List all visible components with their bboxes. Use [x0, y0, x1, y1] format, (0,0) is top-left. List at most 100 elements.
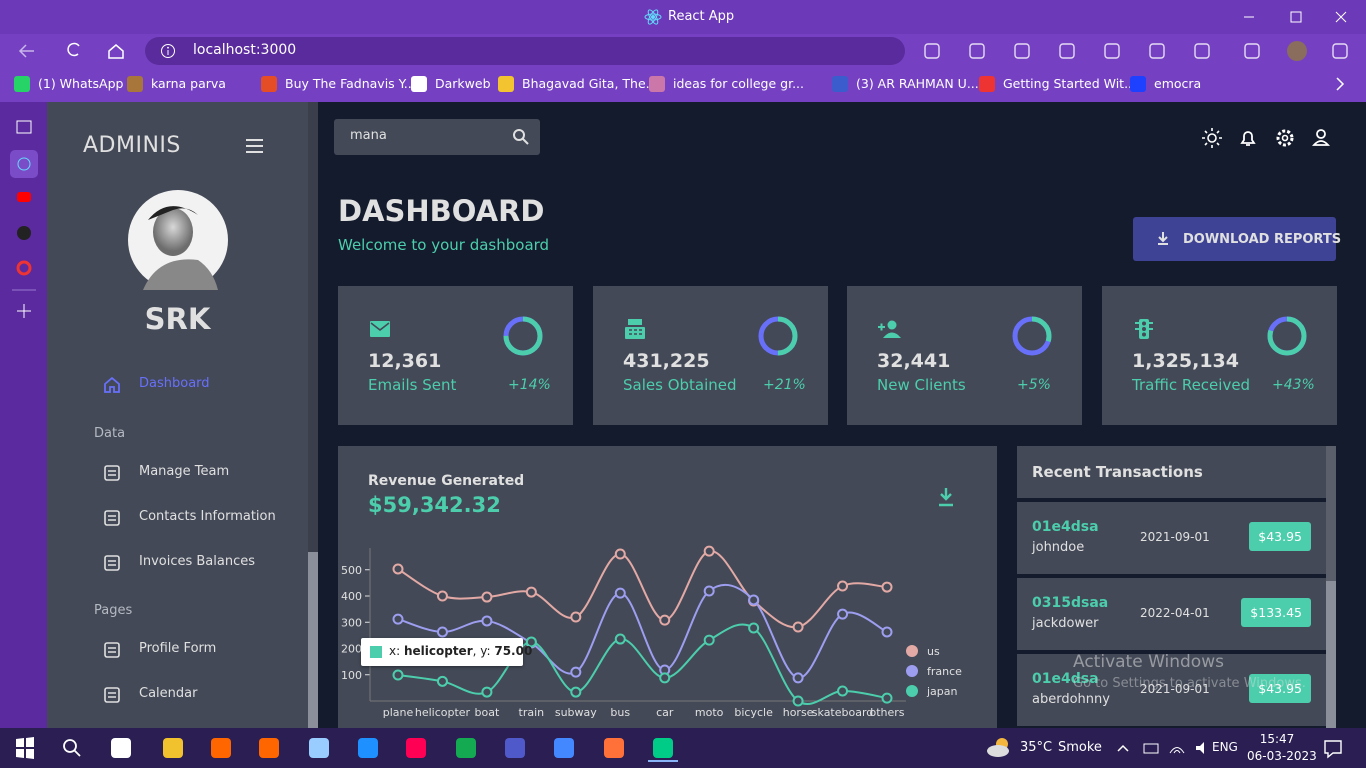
search-box[interactable]: [334, 119, 540, 155]
bookmark[interactable]: emocra: [1154, 76, 1202, 91]
notifications[interactable]: [1322, 738, 1344, 760]
stat-card: [593, 286, 828, 425]
title-bar: [0, 0, 1366, 34]
bookmark[interactable]: Getting Started Wit...: [1003, 76, 1136, 91]
nav-buttons[interactable]: [14, 38, 134, 64]
transaction-cost: $133.45: [1241, 598, 1311, 627]
stat-card: [1102, 286, 1337, 425]
chart-download[interactable]: [936, 486, 956, 508]
menu-icon-svg: [104, 510, 120, 526]
chart-tooltip: x: helicopter, y: 75.00: [361, 638, 532, 666]
menu-item[interactable]: Dashboard: [139, 376, 210, 391]
menu-item[interactable]: Contacts Information: [139, 509, 276, 524]
bookmark-icon: [261, 76, 277, 92]
stat-value: 1,325,134: [1132, 350, 1239, 372]
search-input[interactable]: mana: [350, 128, 387, 143]
weather-icon-svg: [987, 738, 1009, 757]
menu-item[interactable]: Manage Team: [139, 464, 230, 479]
stat-icon: [878, 318, 902, 340]
bookmark-icon: [127, 76, 143, 92]
taskbar-icons[interactable]: [10, 732, 690, 764]
bookmark[interactable]: Buy The Fadnavis Y...: [285, 76, 416, 91]
tab-icon-svg: [644, 9, 662, 25]
legend-swatch: [906, 645, 918, 657]
stat-icon-svg: [625, 319, 645, 339]
transaction-date: 2022-04-01: [1140, 606, 1210, 620]
tooltip-text: x: helicopter, y: 75.00: [389, 644, 532, 658]
search-icon[interactable]: [512, 128, 530, 146]
menu-icon-svg: [104, 555, 120, 571]
bookmark[interactable]: ideas for college gr...: [673, 76, 805, 91]
data-point: [436, 626, 448, 638]
clock-time: 15:47: [1259, 732, 1295, 746]
bookmarks-more-svg: [1336, 77, 1345, 91]
address-bar[interactable]: [145, 37, 905, 65]
info-icon-svg: [161, 44, 175, 58]
x-tick-label: bus: [610, 706, 630, 719]
stat-value: 32,441: [877, 350, 951, 372]
chart-title: Revenue Generated: [368, 473, 525, 489]
stat-label: Sales Obtained: [623, 376, 737, 394]
avatar: [128, 190, 228, 290]
menu-item[interactable]: Invoices Balances: [139, 554, 256, 569]
stat-icon: [369, 318, 393, 340]
x-tick-label: helicopter: [415, 706, 471, 719]
stat-ring-svg: [503, 316, 543, 356]
data-point: [881, 581, 893, 593]
menu-icon: [102, 375, 122, 395]
bookmark[interactable]: Bhagavad Gita, The...: [522, 76, 658, 91]
edge-sidebar-icons[interactable]: [8, 114, 40, 324]
bookmark[interactable]: Darkweb: [435, 76, 491, 91]
stat-ring: [757, 315, 799, 357]
bookmark[interactable]: karna parva: [151, 76, 226, 91]
menu-item[interactable]: Calendar: [139, 686, 198, 701]
x-tick-label: plane: [383, 706, 414, 719]
data-point: [659, 614, 671, 626]
bookmark-icon: [498, 76, 514, 92]
transactions-header: [1017, 446, 1326, 498]
data-point: [792, 621, 804, 633]
stat-ring-svg: [1012, 316, 1052, 356]
window-controls-svg: [1244, 11, 1347, 23]
search-icon-svg: [513, 129, 529, 145]
user-name: SRK: [144, 302, 211, 336]
extension-icons[interactable]: [920, 38, 1360, 64]
tray-icons[interactable]: [1114, 738, 1210, 758]
data-point: [481, 686, 493, 698]
header-icons[interactable]: [1200, 126, 1334, 150]
stat-ring: [1266, 315, 1308, 357]
y-tick-label: 400: [341, 590, 362, 603]
ring-progress: [1267, 316, 1307, 356]
ring-progress: [1012, 316, 1052, 356]
page-subtitle: Welcome to your dashboard: [338, 236, 550, 254]
weather-icon: [986, 736, 1014, 760]
bookmark[interactable]: (1) WhatsApp: [38, 76, 124, 91]
download-button[interactable]: [1133, 217, 1336, 261]
y-tick-label: 100: [341, 669, 362, 682]
edge-sidebar: [0, 102, 47, 728]
watermark-title: Activate Windows: [1073, 652, 1224, 672]
stat-change: +5%: [1017, 377, 1051, 393]
stat-icon: [624, 318, 648, 340]
data-point: [392, 613, 404, 625]
window-controls[interactable]: [1236, 6, 1360, 28]
x-tick-label: boat: [475, 706, 500, 719]
bookmark[interactable]: (3) AR RAHMAN U...: [856, 76, 979, 91]
transaction-date: 2021-09-01: [1140, 682, 1210, 696]
legend-label: france: [927, 665, 962, 678]
stat-icon-svg: [370, 321, 390, 337]
stat-card: [338, 286, 573, 425]
menu-icon-svg: [104, 642, 120, 658]
download-label[interactable]: DOWNLOAD REPORTS: [1183, 232, 1342, 247]
data-point: [837, 685, 849, 697]
menu-item[interactable]: Profile Form: [139, 641, 217, 656]
ring-progress: [758, 316, 798, 356]
x-tick-label: moto: [695, 706, 724, 719]
data-point: [792, 672, 804, 684]
transaction-cost: $43.95: [1249, 522, 1311, 551]
info-icon: [160, 43, 176, 59]
legend-label: us: [927, 645, 940, 658]
menu-toggle[interactable]: [245, 138, 265, 154]
bookmarks-more[interactable]: [1332, 76, 1348, 92]
